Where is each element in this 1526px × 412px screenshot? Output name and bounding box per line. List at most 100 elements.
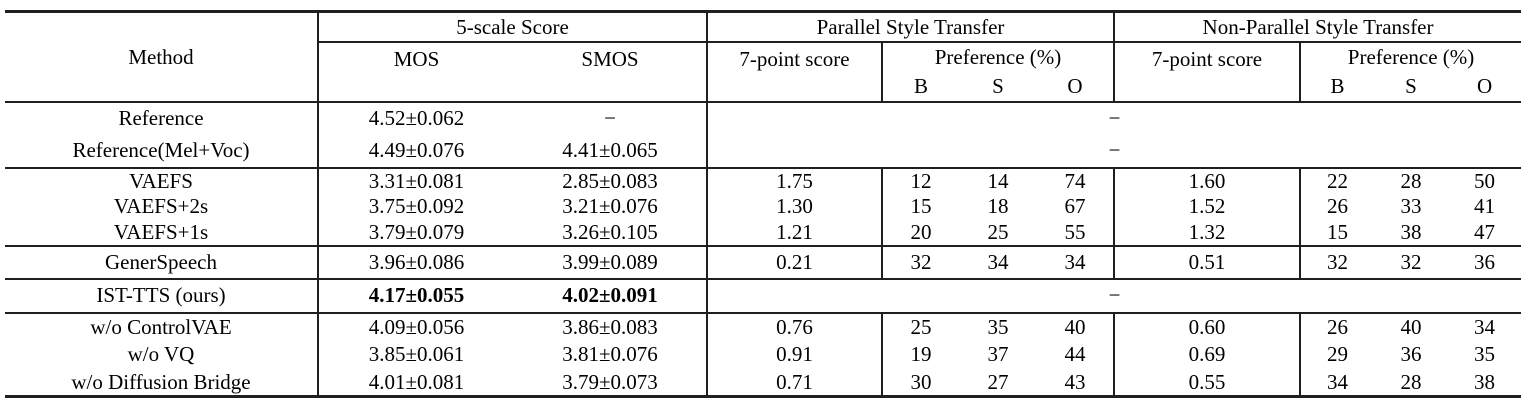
np7-cell: 0.69 — [1113, 340, 1300, 369]
five-scale-header: 5-scale Score — [317, 11, 707, 43]
np-preference-header: Preference (%) — [1298, 41, 1522, 72]
non-parallel-header: Non-Parallel Style Transfer — [1112, 11, 1522, 43]
table-row: IST-TTS (ours) 4.17±0.055 4.02±0.091 − — [5, 278, 1522, 313]
method-cell: w/o ControlVAE — [90, 314, 232, 339]
p7-header: 7-point score — [706, 41, 882, 102]
np7-cell: 0.55 — [1113, 368, 1300, 397]
smos-cell: − — [604, 106, 616, 131]
table-row: VAEFS+1s 3.79±0.079 3.26±0.105 1.21 20 2… — [5, 219, 1521, 246]
smos-cell: 2.85±0.083 — [562, 168, 658, 193]
np-o-cell: 47 — [1474, 219, 1496, 244]
mos-cell: 3.75±0.092 — [317, 193, 514, 220]
p-o-header: O — [1067, 73, 1083, 98]
p-o-cell: 40 — [1064, 314, 1086, 339]
p-s-header: S — [992, 73, 1004, 98]
p7-cell: 1.30 — [706, 193, 882, 220]
table-row: Reference 4.52±0.062 − − — [5, 101, 1522, 135]
p7-cell: 0.71 — [706, 368, 882, 397]
smos-cell: 3.81±0.076 — [562, 342, 658, 367]
p-s-cell: 25 — [987, 219, 1009, 244]
smos-cell: 3.21±0.076 — [562, 194, 658, 219]
method-cell: VAEFS+2s — [113, 194, 209, 219]
np-o-header: O — [1476, 73, 1493, 98]
smos-cell: 3.79±0.073 — [562, 369, 658, 394]
reference-section: Reference 4.52±0.062 − − Reference(Mel+V… — [5, 101, 1522, 168]
generspeech-section: GenerSpeech 3.96±0.086 3.99±0.089 0.21 3… — [5, 245, 1522, 279]
smos-cell: 4.41±0.065 — [562, 138, 658, 163]
mos-header: MOS — [317, 41, 514, 102]
right-span-cell: − — [705, 278, 1522, 313]
method-cell: VAEFS+1s — [113, 219, 209, 244]
np7-cell: 0.60 — [1113, 312, 1300, 341]
smos-cell: 3.99±0.089 — [562, 249, 658, 274]
p-b-cell: 25 — [881, 312, 959, 341]
table-row: w/o Diffusion Bridge 4.01±0.081 3.79±0.0… — [5, 368, 1521, 397]
np-o-cell: 41 — [1474, 194, 1496, 219]
table-row: GenerSpeech 3.96±0.086 3.99±0.089 0.21 3… — [5, 245, 1521, 279]
table-row: w/o VQ 3.85±0.061 3.81±0.076 0.91 19 37 … — [5, 340, 1521, 369]
p-b-cell: 30 — [881, 368, 959, 397]
np7-cell: 1.60 — [1113, 167, 1300, 194]
header-sub-row: MOS SMOS 7-point score Preference (%) 7-… — [5, 41, 1522, 102]
smos-header: SMOS — [581, 46, 639, 71]
method-cell: w/o VQ — [127, 342, 195, 367]
method-cell: GenerSpeech — [105, 249, 217, 274]
p-o-cell: 34 — [1064, 249, 1086, 274]
np-s-header: S — [1405, 73, 1417, 98]
p7-cell: 0.21 — [706, 245, 882, 279]
p-o-cell: 67 — [1064, 194, 1086, 219]
mos-cell: 4.49±0.076 — [317, 134, 514, 168]
np7-cell: 1.52 — [1113, 193, 1300, 220]
p7-cell: 0.91 — [706, 340, 882, 369]
mos-cell: 4.52±0.062 — [317, 101, 514, 135]
mos-cell: 3.79±0.079 — [317, 219, 514, 246]
method-cell: w/o Diffusion Bridge — [71, 369, 251, 394]
p7-cell: 1.21 — [706, 219, 882, 246]
p-s-cell: 35 — [987, 314, 1009, 339]
mos-cell: 3.85±0.061 — [317, 340, 514, 369]
mos-cell: 3.31±0.081 — [317, 167, 514, 194]
header-bso-row: B S O B S O — [5, 71, 1521, 102]
ablation-section: w/o ControlVAE 4.09±0.056 3.86±0.083 0.7… — [5, 312, 1522, 397]
parallel-header: Parallel Style Transfer — [706, 11, 1114, 43]
method-header: Method — [128, 44, 194, 69]
p-b-cell: 15 — [881, 193, 959, 220]
np-b-cell: 29 — [1299, 340, 1374, 369]
method-cell: VAEFS — [129, 168, 193, 193]
np-b-cell: 32 — [1299, 245, 1374, 279]
p-b-cell: 32 — [881, 245, 959, 279]
p-o-cell: 74 — [1064, 168, 1086, 193]
method-cell: IST-TTS (ours) — [96, 283, 226, 308]
p-b-cell: 12 — [881, 167, 959, 194]
mos-cell: 4.09±0.056 — [317, 312, 514, 341]
table-row: w/o ControlVAE 4.09±0.056 3.86±0.083 0.7… — [5, 312, 1521, 341]
p-b-cell: 20 — [881, 219, 959, 246]
p-s-cell: 34 — [987, 249, 1009, 274]
header-group-row: Method 5-scale Score Parallel Style Tran… — [5, 11, 1522, 69]
table-header: Method 5-scale Score Parallel Style Tran… — [5, 11, 1522, 102]
np-s-cell: 28 — [1400, 369, 1422, 394]
np-o-cell: 38 — [1474, 369, 1496, 394]
p7-cell: 0.76 — [706, 312, 882, 341]
np-s-cell: 32 — [1400, 249, 1422, 274]
method-cell: Reference(Mel+Voc) — [72, 138, 250, 163]
p-s-cell: 37 — [987, 342, 1009, 367]
p-o-cell: 55 — [1064, 219, 1086, 244]
np-b-cell: 26 — [1299, 193, 1374, 220]
table-row: Reference(Mel+Voc) 4.49±0.076 4.41±0.065… — [5, 134, 1522, 168]
np7-cell: 0.51 — [1113, 245, 1300, 279]
smos-cell: 3.86±0.083 — [562, 314, 658, 339]
np7-header: 7-point score — [1113, 41, 1300, 102]
np-o-cell: 34 — [1474, 314, 1496, 339]
mos-cell: 4.01±0.081 — [317, 368, 514, 397]
np-b-cell: 22 — [1299, 167, 1374, 194]
mos-cell: 4.17±0.055 — [317, 278, 514, 313]
np7-cell: 1.32 — [1113, 219, 1300, 246]
mos-cell: 3.96±0.086 — [317, 245, 514, 279]
np-b-cell: 26 — [1299, 312, 1374, 341]
np-b-cell: 15 — [1299, 219, 1374, 246]
np-o-cell: 35 — [1474, 342, 1496, 367]
smos-cell: 4.02±0.091 — [562, 283, 658, 308]
smos-cell: 3.26±0.105 — [562, 219, 658, 244]
table-row: VAEFS+2s 3.75±0.092 3.21±0.076 1.30 15 1… — [5, 193, 1521, 220]
